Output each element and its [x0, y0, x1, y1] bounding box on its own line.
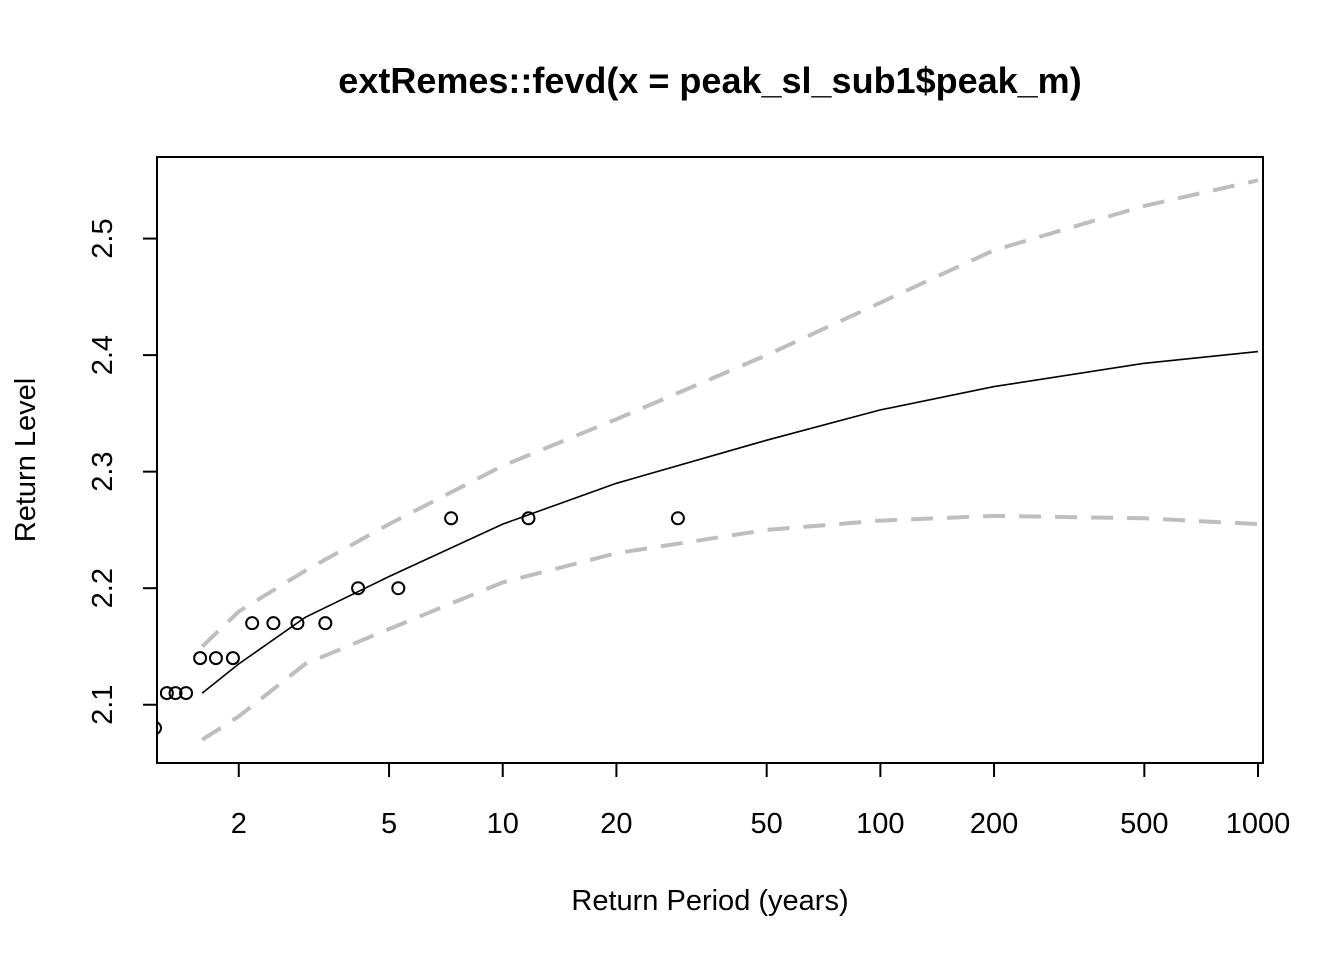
y-axis: 2.1 2.2 2.3 2.4 2.5 [87, 218, 158, 725]
observed-point [670, 511, 685, 526]
observed-point [159, 686, 174, 701]
x-tick-label: 1000 [1226, 808, 1291, 840]
x-tick-label: 5 [381, 808, 397, 840]
x-tick-label: 50 [751, 808, 783, 840]
y-tick-label: 2.2 [87, 568, 119, 608]
observed-point [245, 616, 260, 631]
x-tick-label: 100 [856, 808, 904, 840]
x-tick-label: 10 [487, 808, 519, 840]
plot-area [157, 178, 1259, 742]
observed-point [266, 616, 281, 631]
x-tick-label: 500 [1120, 808, 1168, 840]
x-axis: 2 5 10 20 50 100 200 500 1000 [231, 762, 1291, 840]
observed-point [290, 616, 305, 631]
observed-point [179, 686, 194, 701]
confidence-bound-line [200, 178, 1259, 648]
y-axis-label: Return Level [10, 378, 42, 542]
observed-point [157, 721, 162, 735]
series-layer [157, 178, 1259, 742]
x-axis-label: Return Period (years) [571, 885, 848, 917]
observed-point [168, 686, 183, 701]
y-tick-label: 2.1 [87, 685, 119, 725]
x-tick-label: 2 [231, 808, 247, 840]
observed-point [193, 651, 208, 666]
confidence-bound-line [201, 513, 1259, 742]
plot-frame [156, 156, 1264, 764]
observed-point [391, 581, 406, 596]
y-tick-label: 2.4 [87, 335, 119, 375]
observed-point [521, 511, 536, 526]
y-tick-label: 2.3 [87, 451, 119, 491]
chart-title: extRemes::fevd(x = peak_sl_sub1$peak_m) [338, 60, 1081, 101]
y-tick-label: 2.5 [87, 218, 119, 258]
x-tick-label: 200 [970, 808, 1018, 840]
x-tick-label: 20 [600, 808, 632, 840]
return-level-line [201, 350, 1259, 694]
observed-point [318, 616, 333, 631]
observed-point [444, 511, 459, 526]
observed-point [208, 651, 223, 666]
observed-point [225, 651, 240, 666]
